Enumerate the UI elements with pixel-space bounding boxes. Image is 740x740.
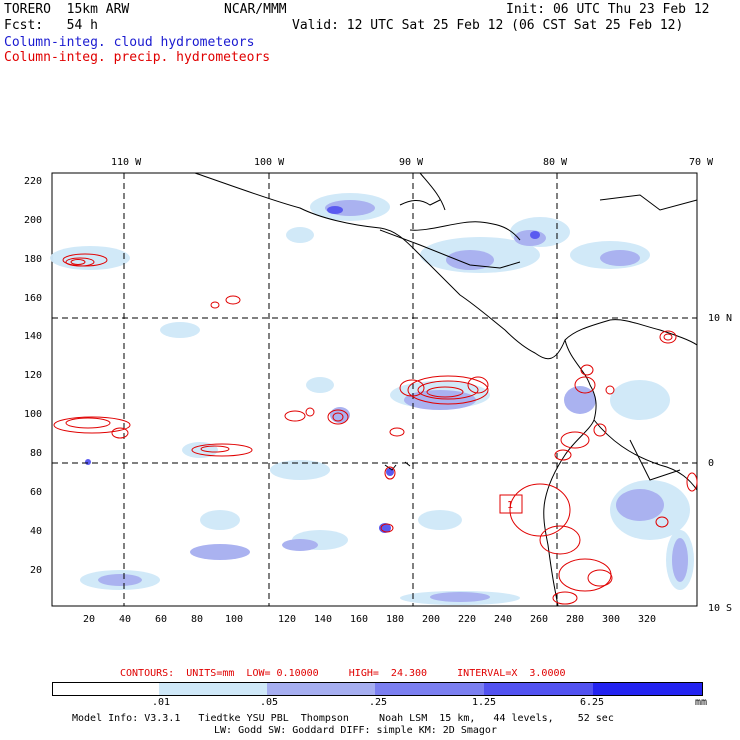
x-tick: 40	[119, 614, 132, 625]
lon-label-90w: 90 W	[399, 157, 424, 168]
contour-label-box	[499, 494, 523, 514]
legend-bin-1	[159, 682, 267, 696]
contour-label: 1	[507, 500, 513, 511]
x-tick: 60	[155, 614, 168, 625]
legend-bin-5	[593, 682, 703, 696]
model-title: TORERO 15km ARW	[4, 2, 130, 17]
y-tick: 220	[24, 176, 43, 187]
valid-time: Valid: 12 UTC Sat 25 Feb 12 (06 CST Sat …	[292, 18, 684, 33]
x-tick: 120	[278, 614, 297, 625]
y-tick: 60	[30, 487, 43, 498]
x-tick: 280	[566, 614, 585, 625]
field-label-cloud: Column-integ. cloud hydrometeors	[4, 35, 255, 50]
legend-threshold: 1.25	[472, 697, 497, 708]
lon-label-80w: 80 W	[543, 157, 568, 168]
x-tick: 20	[83, 614, 96, 625]
legend-unit: mm	[695, 697, 708, 708]
legend-bin-4	[484, 682, 593, 696]
legend-threshold: .25	[369, 697, 388, 708]
x-tick: 240	[494, 614, 513, 625]
y-tick: 160	[24, 293, 43, 304]
legend-bin-0	[52, 682, 160, 696]
x-tick: 160	[350, 614, 369, 625]
lat-label-10n: 10 N	[708, 313, 733, 324]
y-tick: 200	[24, 215, 43, 226]
lat-label-eq: 0	[708, 458, 715, 469]
legend-bin-2	[267, 682, 375, 696]
y-tick: 40	[30, 526, 43, 537]
coastlines	[194, 172, 698, 607]
y-tick: 100	[24, 409, 43, 420]
legend-bin-3	[375, 682, 484, 696]
legend-threshold: .05	[260, 697, 279, 708]
model-physics: LW: Godd SW: Goddard DIFF: simple KM: 2D…	[214, 725, 497, 736]
precip-contours	[53, 253, 698, 605]
x-tick: 260	[530, 614, 549, 625]
lon-label-70w: 70 W	[689, 157, 714, 168]
x-tick: 140	[314, 614, 333, 625]
x-tick: 320	[638, 614, 657, 625]
x-tick: 180	[386, 614, 405, 625]
y-tick: 120	[24, 370, 43, 381]
grid-lines	[52, 173, 697, 606]
x-tick: 220	[458, 614, 477, 625]
lat-label-10s: 10 S	[708, 603, 733, 614]
legend-threshold: 6.25	[580, 697, 605, 708]
lon-label-110w: 110 W	[111, 157, 142, 168]
x-tick: 300	[602, 614, 621, 625]
x-tick: 100	[225, 614, 244, 625]
x-tick: 80	[191, 614, 204, 625]
y-tick: 180	[24, 254, 43, 265]
org-label: NCAR/MMM	[224, 2, 287, 17]
y-tick: 140	[24, 331, 43, 342]
legend-threshold: .01	[152, 697, 171, 708]
y-tick: 80	[30, 448, 43, 459]
lon-label-100w: 100 W	[254, 157, 285, 168]
map-frame	[51, 172, 698, 607]
y-tick: 20	[30, 565, 43, 576]
forecast-hour: Fcst: 54 h	[4, 18, 98, 33]
model-info: Model Info: V3.3.1 Tiedtke YSU PBL Thomp…	[72, 713, 614, 724]
init-time: Init: 06 UTC Thu 23 Feb 12	[506, 2, 710, 17]
field-label-precip: Column-integ. precip. hydrometeors	[4, 50, 271, 65]
contour-info: CONTOURS: UNITS=mm LOW= 0.10000 HIGH= 24…	[120, 668, 566, 679]
x-tick: 200	[422, 614, 441, 625]
